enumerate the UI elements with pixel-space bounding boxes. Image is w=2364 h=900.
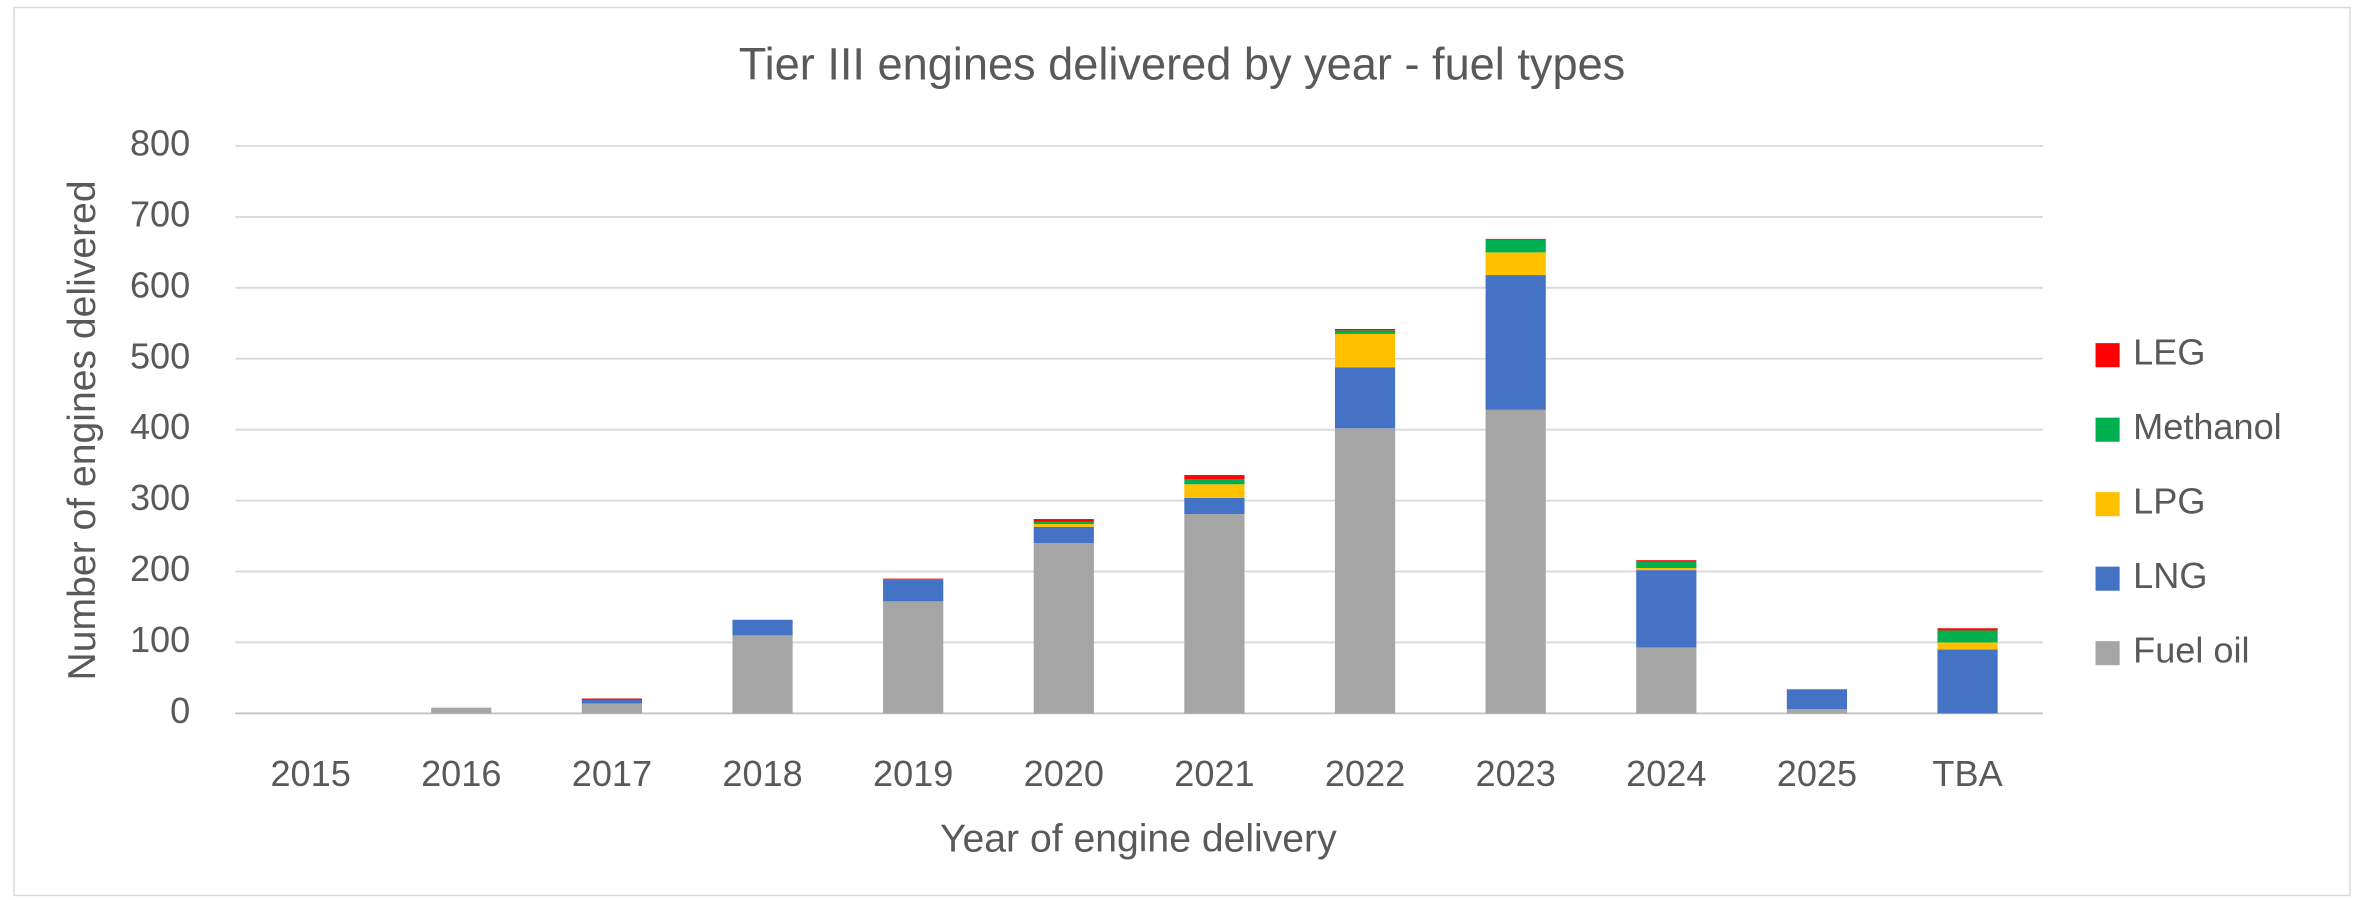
bar-segment (1636, 570, 1697, 648)
bar-segment (431, 707, 492, 714)
bar-segment (1184, 484, 1245, 498)
x-axis-title: Year of engine delivery (940, 818, 1337, 861)
legend-label: LPG (2133, 481, 2205, 522)
legend-swatch (2095, 641, 2120, 666)
x-tick-label: 2024 (1626, 753, 1706, 794)
legend-label: LNG (2133, 555, 2207, 596)
x-tick-label: 2018 (722, 753, 802, 794)
chart-border (13, 6, 2351, 897)
legend-swatch (2095, 417, 2120, 442)
legend-swatch (2095, 492, 2120, 517)
legend-label: Methanol (2133, 406, 2282, 447)
x-tick-label: 2015 (270, 753, 350, 794)
bar-segment (883, 578, 944, 580)
bar-segment (1485, 252, 1546, 276)
bar-segment (1937, 649, 1998, 714)
legend-label: LEG (2133, 332, 2205, 373)
bar-segment (1937, 628, 1998, 631)
x-tick-label: 2020 (1024, 753, 1104, 794)
y-tick-label: 300 (130, 477, 190, 518)
bar-segment (1636, 647, 1697, 714)
bar-segment (1485, 275, 1546, 410)
bar-segment (1033, 526, 1094, 544)
bar-segment (581, 703, 643, 714)
bar-segment (1184, 475, 1245, 480)
legend-swatch (2095, 343, 2120, 368)
bar-segment (732, 635, 793, 714)
bar-segment (581, 699, 643, 704)
bar-segment (1184, 497, 1245, 515)
bar-segment (883, 579, 944, 581)
bar-segment (1937, 642, 1998, 650)
bar-segment (1033, 543, 1094, 714)
x-tick-label: 2023 (1476, 753, 1556, 794)
x-tick-label: 2025 (1777, 753, 1857, 794)
bar-segment (1485, 409, 1546, 714)
x-tick-label: 2021 (1174, 753, 1254, 794)
bar-segment (1033, 521, 1094, 525)
bar-segment (883, 580, 944, 602)
y-tick-label: 800 (130, 123, 190, 164)
x-tick-label: 2017 (572, 753, 652, 794)
x-tick-label: TBA (1932, 753, 2003, 794)
legend-label: Fuel oil (2133, 630, 2249, 671)
y-tick-label: 200 (130, 548, 190, 589)
bar-segment (1786, 689, 1848, 710)
bar-segment (1636, 560, 1697, 562)
bar-segment (1636, 567, 1697, 571)
bar-segment (1184, 514, 1245, 714)
y-tick-label: 500 (130, 335, 190, 376)
bar-segment (1485, 239, 1546, 253)
bar-segment (1937, 630, 1998, 643)
bar-segment (883, 601, 944, 714)
bar-segment (1033, 524, 1094, 527)
y-tick-label: 600 (130, 264, 190, 305)
x-tick-label: 2019 (873, 753, 953, 794)
y-tick-label: 100 (130, 619, 190, 660)
bar-segment (1636, 561, 1697, 568)
x-tick-label: 2022 (1325, 753, 1405, 794)
chart-title: Tier III engines delivered by year - fue… (739, 39, 1626, 90)
y-axis-title: Number of engines delivered (61, 180, 104, 680)
y-tick-label: 0 (170, 690, 190, 731)
bar-segment (1033, 519, 1094, 522)
bar-segment (1334, 330, 1396, 334)
bar-segment (581, 698, 643, 700)
bar-segment (1184, 479, 1245, 485)
bar-segment (732, 619, 793, 636)
legend-swatch (2095, 566, 2120, 591)
y-tick-label: 700 (130, 193, 190, 234)
bar-segment (1334, 367, 1396, 429)
bar-segment (1334, 428, 1396, 714)
bar-segment (1786, 709, 1848, 714)
bar-segment (1485, 238, 1546, 240)
y-tick-label: 400 (130, 406, 190, 447)
bar-segment (1334, 328, 1396, 331)
bar-segment (1334, 333, 1396, 368)
x-tick-label: 2016 (421, 753, 501, 794)
